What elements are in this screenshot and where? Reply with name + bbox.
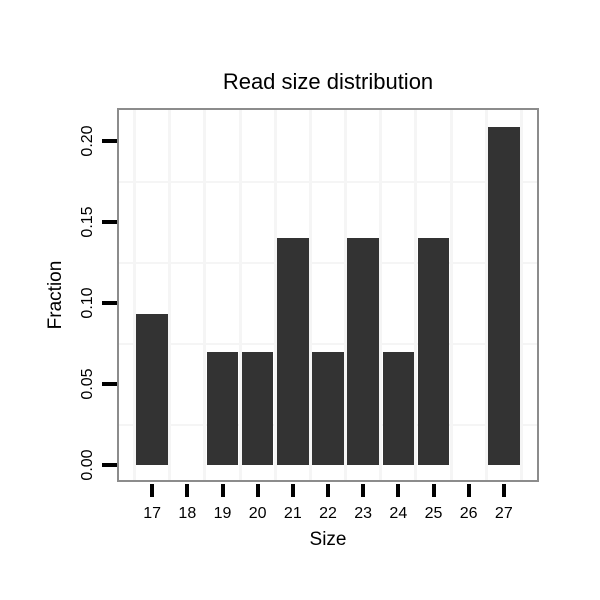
x-tick-label: 17 [143, 505, 162, 522]
gridline-vertical [484, 108, 488, 482]
y-tick [102, 139, 117, 144]
x-tick [150, 484, 155, 497]
bar-size-19 [206, 351, 239, 465]
x-tick [255, 484, 260, 497]
gridline-horizontal [117, 261, 539, 264]
y-axis-title: Fraction [45, 260, 66, 330]
x-tick [396, 484, 401, 497]
gridline-vertical [308, 108, 312, 482]
x-tick [185, 484, 190, 497]
x-tick-label: 20 [248, 505, 267, 522]
y-tick-label: 0.15 [79, 206, 96, 238]
y-tick-label: 0.05 [79, 368, 96, 400]
x-axis-title: Size [309, 529, 347, 550]
x-tick-label: 21 [283, 505, 302, 522]
x-tick [466, 484, 471, 497]
y-tick [102, 301, 117, 306]
x-tick [431, 484, 436, 497]
x-tick [326, 484, 330, 497]
y-tick-label: 0.00 [79, 449, 96, 481]
x-tick-label: 22 [319, 505, 337, 522]
gridline-vertical [519, 108, 523, 482]
y-tick-label: 0.10 [79, 287, 96, 319]
bar-size-25 [417, 238, 450, 465]
gridline-vertical [449, 108, 453, 482]
x-tick [361, 484, 366, 497]
gridline-vertical [168, 108, 172, 482]
bar-size-20 [241, 351, 274, 465]
y-tick-label: 0.20 [79, 125, 96, 157]
x-tick-label: 23 [354, 505, 373, 522]
x-tick [501, 484, 506, 497]
x-tick [290, 484, 295, 497]
gridline-horizontal [117, 342, 539, 345]
x-tick-label: 18 [178, 505, 197, 522]
gridline-vertical [273, 108, 277, 482]
x-tick-label: 19 [213, 505, 232, 522]
x-tick-label: 27 [494, 505, 513, 522]
gridline-horizontal [117, 180, 539, 183]
gridline-vertical [379, 108, 383, 482]
y-tick [102, 463, 117, 467]
gridline-vertical [203, 108, 207, 482]
x-tick-label: 25 [424, 505, 443, 522]
x-tick [220, 484, 225, 497]
gridline-vertical [133, 108, 137, 482]
bar-size-23 [347, 238, 379, 465]
y-tick [102, 220, 117, 225]
gridline-vertical [414, 108, 418, 482]
x-tick-label: 24 [389, 505, 408, 522]
bar-size-27 [488, 126, 520, 465]
bar-size-21 [277, 238, 309, 465]
gridline-vertical [344, 108, 348, 482]
bar-size-24 [382, 351, 415, 465]
y-tick [102, 382, 117, 387]
bar-size-22 [312, 351, 344, 465]
chart-title: Read size distribution [222, 69, 434, 94]
bar-size-17 [136, 314, 168, 465]
gridline-vertical [238, 108, 242, 482]
x-tick-label: 26 [459, 505, 478, 522]
